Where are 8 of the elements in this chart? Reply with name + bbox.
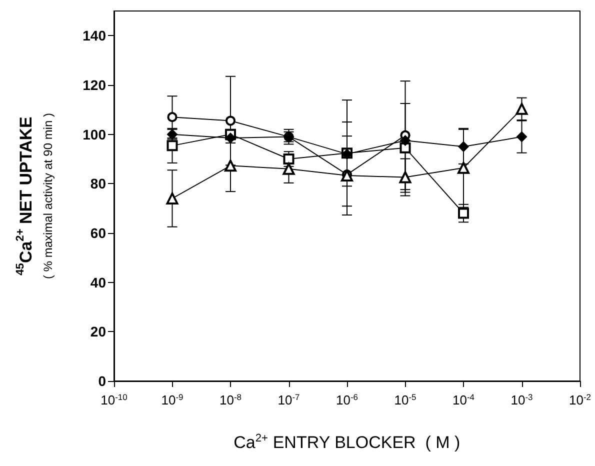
y-tick-label: 100	[82, 126, 106, 142]
y-tick-label: 0	[98, 373, 106, 389]
y-tick-label: 20	[90, 324, 106, 340]
y-tick-label: 80	[90, 176, 106, 192]
y-tick-label: 40	[90, 274, 106, 290]
y-tick-label: 140	[82, 28, 106, 44]
y-tick-label: 120	[82, 77, 106, 93]
y-tick-label: 60	[90, 225, 106, 241]
